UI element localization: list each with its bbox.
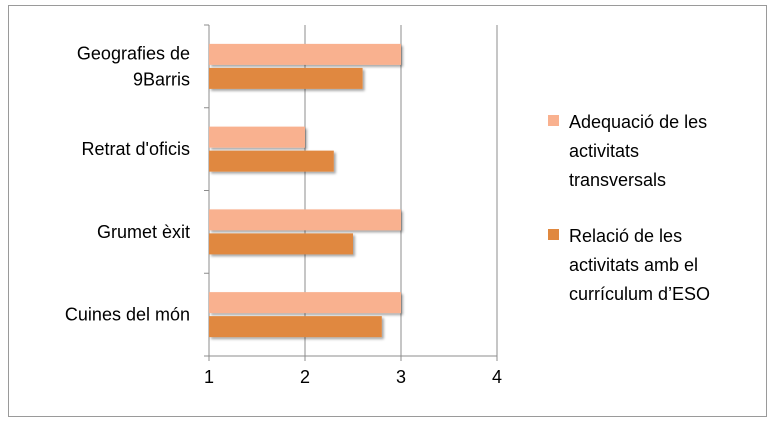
legend-swatch	[548, 229, 559, 240]
bar	[209, 233, 353, 255]
category-label: Grumet èxit	[97, 222, 190, 242]
bar	[209, 292, 401, 314]
bar	[209, 126, 305, 148]
bar	[209, 150, 334, 172]
bar	[209, 316, 382, 338]
x-tick-label: 4	[492, 367, 502, 387]
x-tick-label: 3	[396, 367, 406, 387]
category-label: Geografies de 9Barris	[77, 43, 190, 89]
bar	[209, 43, 401, 65]
x-tick-label: 2	[300, 367, 310, 387]
legend-label: Adequació de les activitats transversals	[569, 112, 707, 190]
bars	[209, 43, 401, 338]
bar	[209, 209, 401, 231]
labels: 1 2 3 4 Geografies de 9Barris Retrat d'oficis G…	[65, 43, 502, 387]
legend-label: Relació de les activitats amb el currículu…	[569, 226, 710, 304]
category-label: Cuines del món	[65, 305, 190, 325]
x-tick-label: 1	[204, 367, 214, 387]
legend: Adequació de les activitats transversals Re…	[548, 112, 710, 304]
category-label: Retrat d'oficis	[82, 139, 190, 159]
bar	[209, 67, 363, 89]
legend-swatch	[548, 115, 559, 126]
